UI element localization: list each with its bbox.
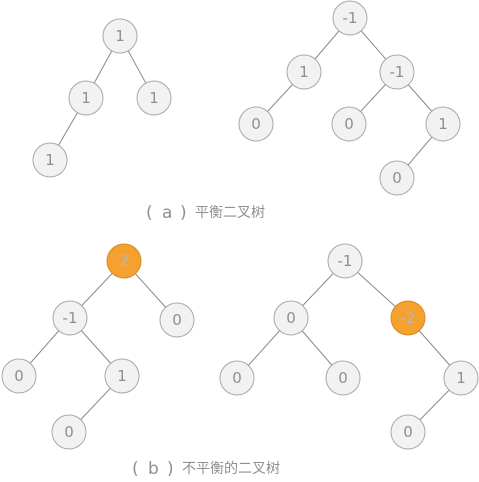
node-label: 1 xyxy=(438,115,448,133)
caption-b: ( b ) 不平衡的二叉树 xyxy=(132,459,280,479)
node-circle xyxy=(443,360,479,396)
node-label: 1 xyxy=(117,367,127,385)
node-circle xyxy=(219,360,255,396)
node-label: 0 xyxy=(392,169,402,187)
tree-node: 0 xyxy=(325,360,361,396)
node-circle xyxy=(273,300,309,336)
caption-a-text: 平衡二叉树 xyxy=(195,205,265,221)
node-circle xyxy=(136,80,172,116)
node-circle xyxy=(425,106,461,142)
tree-node: 0 xyxy=(238,106,274,142)
node-circle xyxy=(159,302,195,338)
nodes-layer: 1 1 1 1 -1 1 -1 0 0 1 0 2 -1 0 0 1 0 -1 0 -2 0 0 1 0 xyxy=(1,0,479,450)
node-label: 1 xyxy=(456,369,466,387)
node-circle xyxy=(51,414,87,450)
node-circle xyxy=(32,142,68,178)
tree-node: -2 xyxy=(390,300,426,336)
node-label: 0 xyxy=(344,115,354,133)
node-label: 1 xyxy=(81,89,91,107)
node-circle xyxy=(1,358,37,394)
caption-a-open: ( xyxy=(146,203,153,223)
node-circle xyxy=(379,160,415,196)
node-circle xyxy=(238,106,274,142)
node-label: 1 xyxy=(299,63,309,81)
unbalanced-node-circle xyxy=(106,243,142,279)
caption-a: ( a ) 平衡二叉树 xyxy=(146,203,265,223)
node-circle xyxy=(104,358,140,394)
node-label: 1 xyxy=(115,27,125,45)
node-circle xyxy=(102,18,138,54)
node-label: 0 xyxy=(172,311,182,329)
tree-node: 0 xyxy=(51,414,87,450)
tree-node: 1 xyxy=(102,18,138,54)
node-label: -1 xyxy=(343,9,358,27)
tree-node: 1 xyxy=(136,80,172,116)
caption-b-letter: b xyxy=(148,459,159,479)
caption-a-letter: a xyxy=(162,203,172,223)
node-label: 0 xyxy=(14,367,24,385)
node-label: 0 xyxy=(251,115,261,133)
tree-node: 0 xyxy=(159,302,195,338)
tree-node: 1 xyxy=(68,80,104,116)
node-circle xyxy=(379,54,415,90)
node-label: 0 xyxy=(232,369,242,387)
unbalanced-node-circle xyxy=(390,300,426,336)
node-label: -1 xyxy=(338,252,353,270)
node-label: 2 xyxy=(119,252,129,270)
tree-node: 1 xyxy=(425,106,461,142)
tree-node: 1 xyxy=(104,358,140,394)
tree-node: 2 xyxy=(106,243,142,279)
tree-node: 1 xyxy=(443,360,479,396)
node-label: 0 xyxy=(338,369,348,387)
tree-node: 1 xyxy=(286,54,322,90)
tree-node: 0 xyxy=(331,106,367,142)
node-circle xyxy=(52,300,88,336)
node-label: -2 xyxy=(401,309,416,327)
node-circle xyxy=(327,243,363,279)
node-label: 0 xyxy=(286,309,296,327)
node-circle xyxy=(331,106,367,142)
tree-node: 0 xyxy=(379,160,415,196)
caption-b-close: ) xyxy=(167,459,174,479)
node-circle xyxy=(332,0,368,36)
caption-b-text: 不平衡的二叉树 xyxy=(182,461,280,477)
node-label: 0 xyxy=(403,423,413,441)
tree-node: -1 xyxy=(332,0,368,36)
node-label: 1 xyxy=(149,89,159,107)
tree-node: -1 xyxy=(379,54,415,90)
node-label: -1 xyxy=(63,309,78,327)
caption-b-open: ( xyxy=(132,459,139,479)
tree-node: 0 xyxy=(1,358,37,394)
node-label: -1 xyxy=(390,63,405,81)
caption-a-close: ) xyxy=(180,203,187,223)
tree-node: -1 xyxy=(52,300,88,336)
tree-node: -1 xyxy=(327,243,363,279)
tree-node: 0 xyxy=(390,414,426,450)
tree-node: 0 xyxy=(219,360,255,396)
node-circle xyxy=(286,54,322,90)
node-label: 1 xyxy=(45,151,55,169)
node-circle xyxy=(68,80,104,116)
node-label: 0 xyxy=(64,423,74,441)
node-circle xyxy=(390,414,426,450)
node-circle xyxy=(325,360,361,396)
tree-node: 0 xyxy=(273,300,309,336)
tree-node: 1 xyxy=(32,142,68,178)
